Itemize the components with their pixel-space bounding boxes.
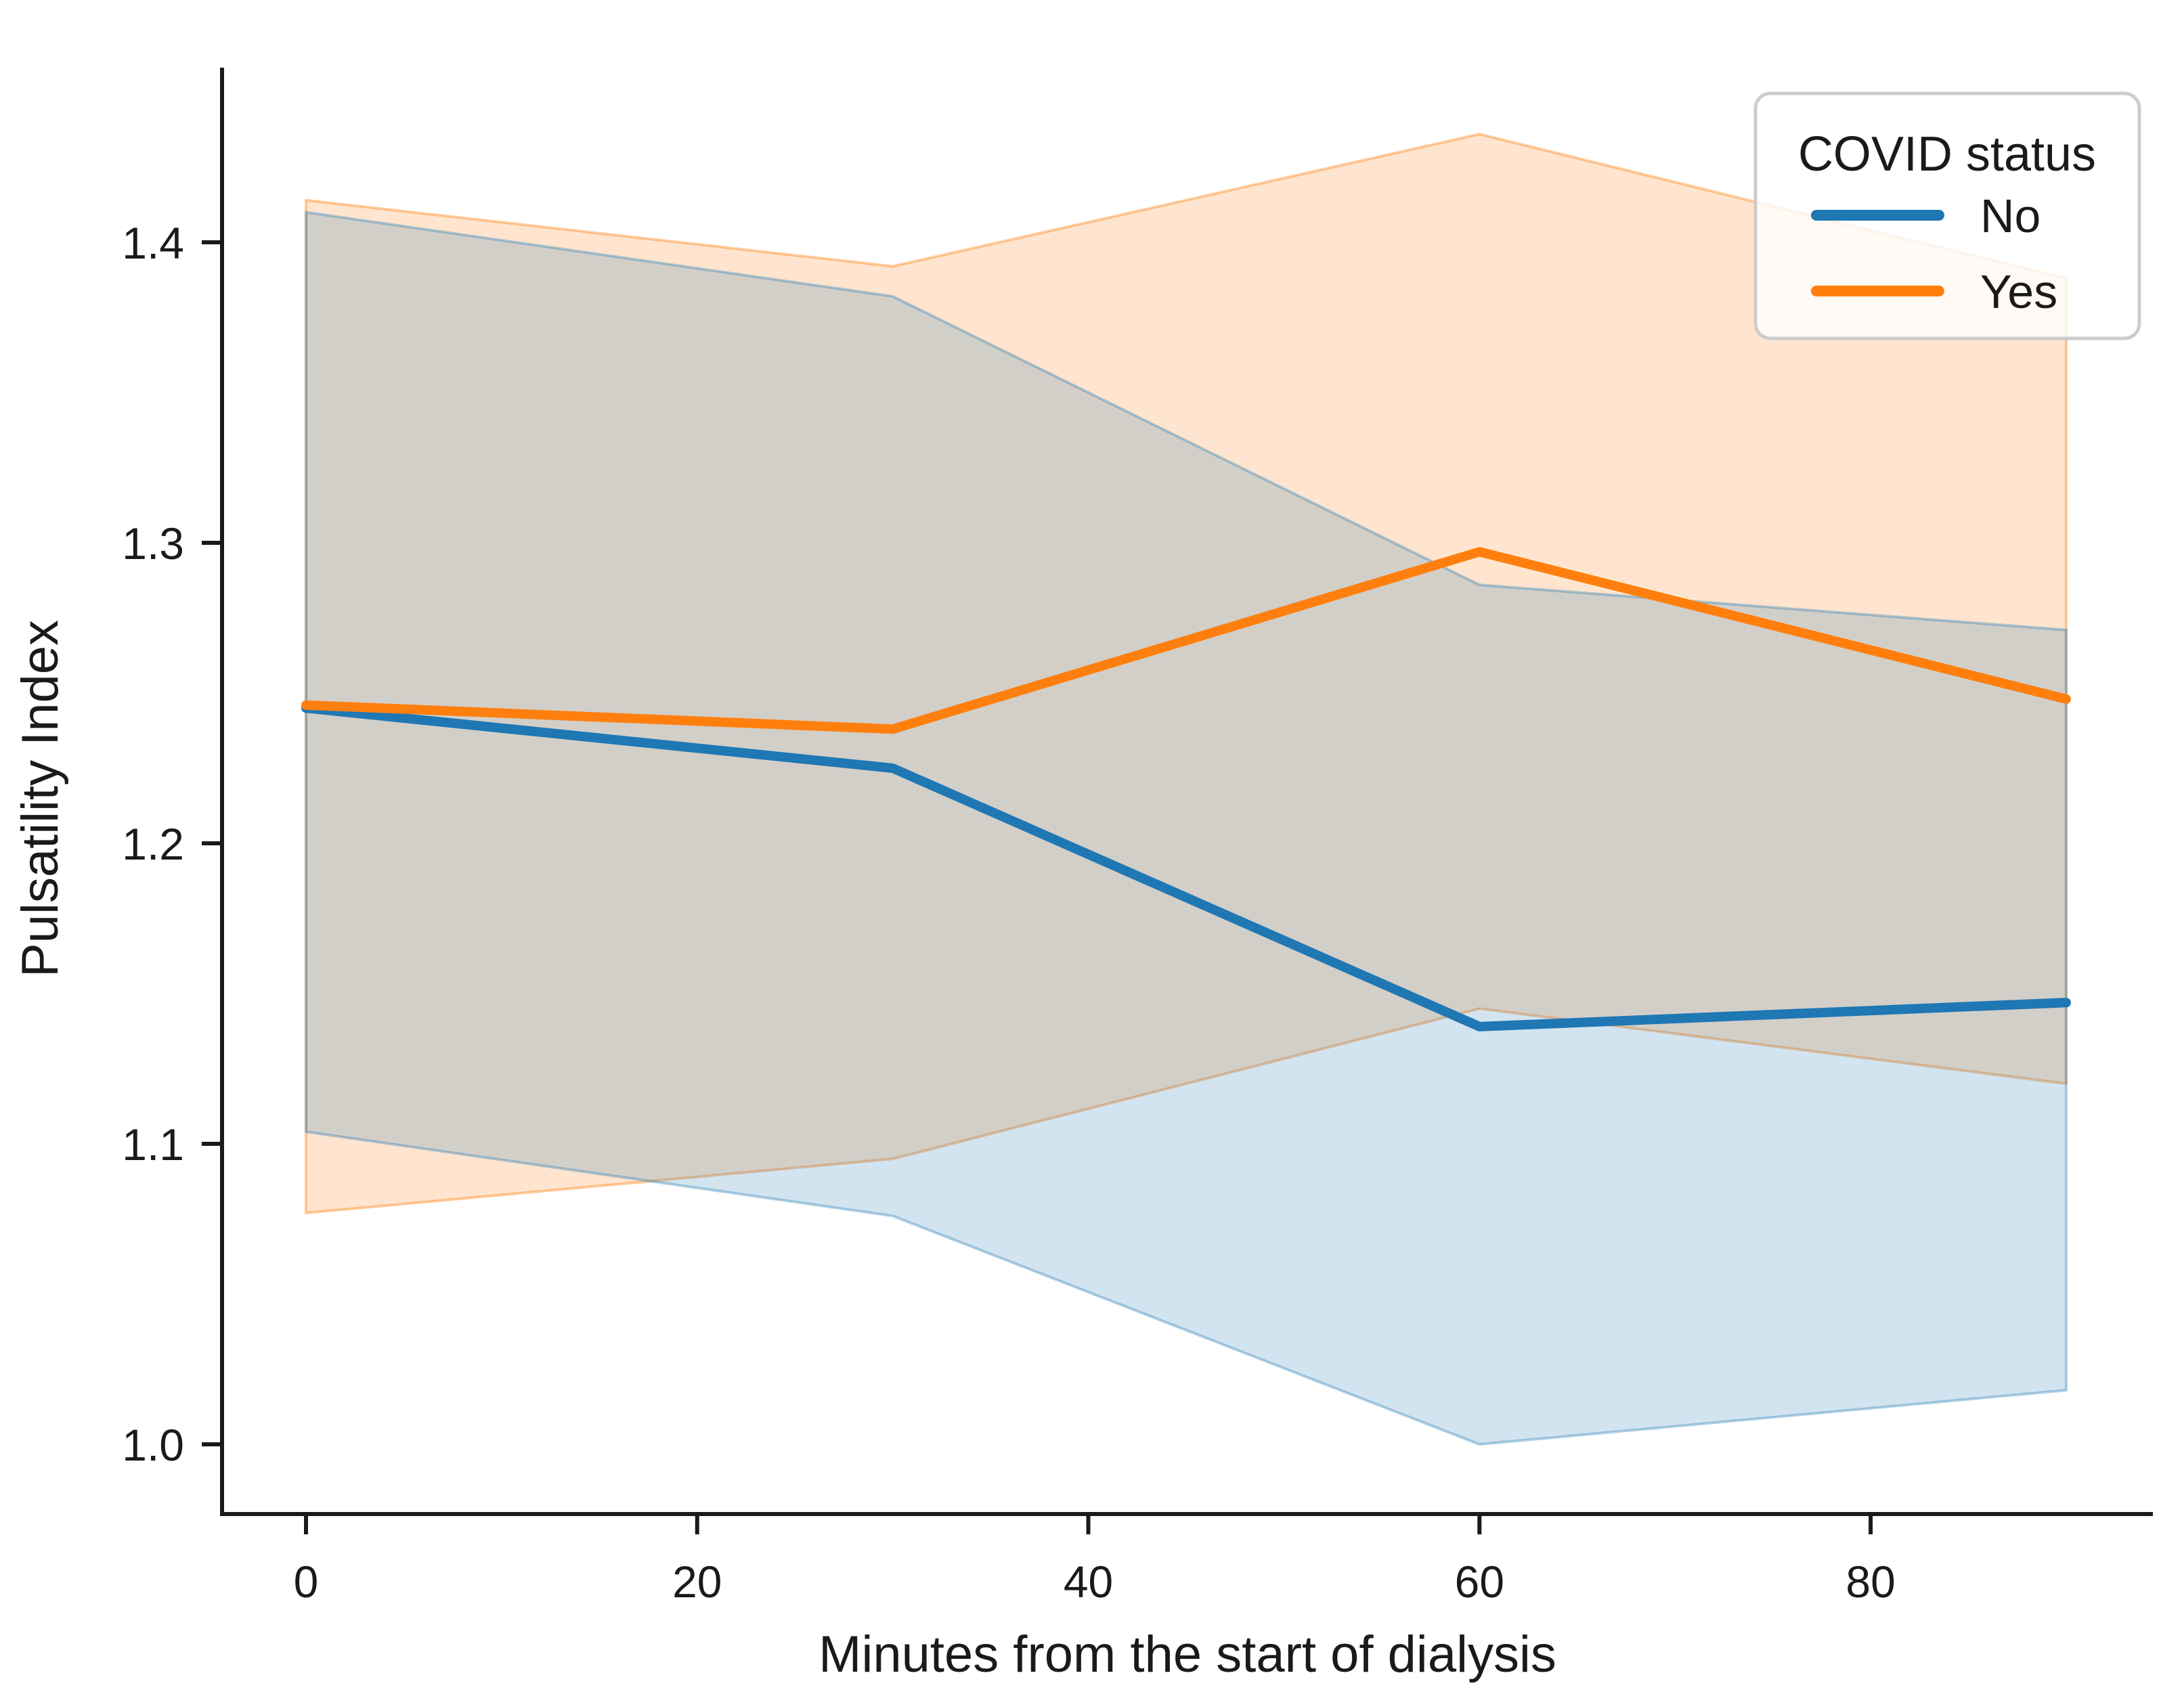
legend-box (1753, 91, 2141, 340)
y-tick-label: 1.2 (122, 819, 184, 869)
mean-lines (301, 547, 2071, 1031)
x-axis-ticks: 0 20 40 60 80 (294, 1514, 1896, 1607)
y-tick-label: 1.4 (122, 218, 184, 268)
confidence-bands (305, 133, 2068, 1446)
ci-band-no (305, 210, 2068, 1446)
x-tick-label: 80 (1846, 1557, 1895, 1607)
y-tick-label: 1.1 (122, 1119, 184, 1170)
x-tick-label: 20 (672, 1557, 722, 1607)
y-axis-title: Pulsatility Index (12, 620, 69, 977)
legend-label-no: No (1980, 190, 2040, 242)
legend-title: COVID status (1798, 127, 2096, 181)
axes (220, 68, 2153, 1516)
legend: COVID status No Yes (1753, 91, 2141, 340)
mean-line-yes (301, 547, 2071, 734)
mean-line-no (301, 703, 2071, 1031)
ci-band-yes (305, 133, 2068, 1215)
y-axis-ticks: 1.0 1.1 1.2 1.3 1.4 (122, 218, 222, 1470)
x-tick-label: 40 (1064, 1557, 1113, 1607)
x-tick-label: 60 (1455, 1557, 1504, 1607)
y-tick-label: 1.0 (122, 1420, 184, 1470)
y-tick-label: 1.3 (122, 518, 184, 569)
x-axis-title: Minutes from the start of dialysis (818, 1626, 1556, 1683)
legend-label-yes: Yes (1980, 265, 2057, 318)
x-tick-label: 0 (294, 1557, 319, 1607)
